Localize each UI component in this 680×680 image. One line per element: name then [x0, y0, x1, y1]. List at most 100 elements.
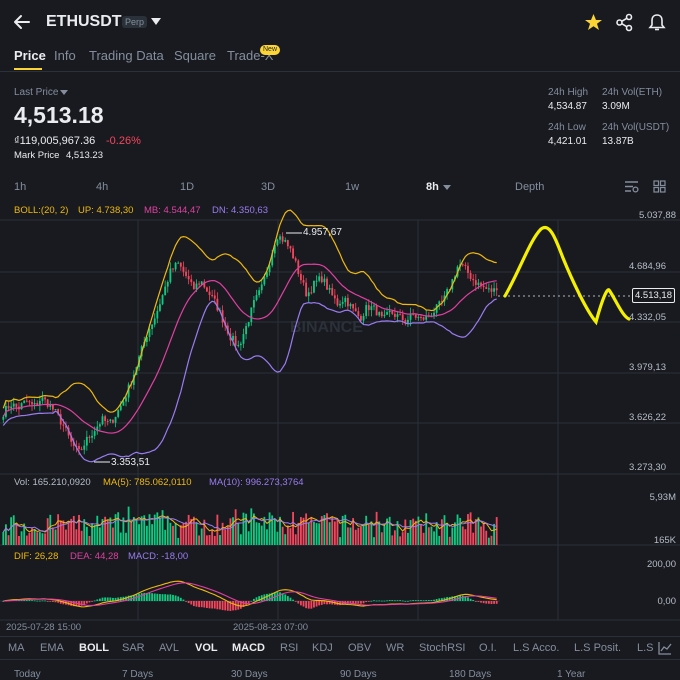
candle-body [407, 319, 409, 323]
timeframe-8h[interactable]: 8h [426, 181, 439, 193]
volume-bar [339, 537, 341, 545]
candle-body [166, 281, 169, 287]
candle-body [339, 303, 341, 306]
candle-body [237, 345, 240, 347]
indicator-chart-icon[interactable] [658, 641, 672, 655]
tab-info[interactable]: Info [54, 48, 76, 63]
macd-bar [299, 601, 302, 606]
timeframe-3d[interactable]: 3D [261, 181, 276, 193]
volume-bar [326, 513, 328, 545]
high-24h-value: 4,534.87 [548, 101, 587, 112]
period-7-days[interactable]: 7 Days [122, 669, 154, 680]
macd-bar [313, 601, 315, 608]
macd-bar [373, 600, 375, 602]
period-today[interactable]: Today [14, 669, 41, 680]
indicator-macd[interactable]: MACD [232, 642, 265, 654]
period-90-days[interactable]: 90 Days [340, 669, 377, 680]
macd-bar [38, 600, 41, 602]
candle-body [386, 312, 388, 315]
bell-icon[interactable] [648, 13, 666, 32]
indicator-ma[interactable]: MA [8, 642, 25, 654]
volume-bar [391, 535, 394, 545]
volume-bar [378, 521, 381, 545]
candle-body [472, 278, 475, 281]
indicator-ls-positions[interactable]: L.S Posit. [574, 642, 622, 654]
candle-body [289, 246, 292, 249]
timeframe-1d[interactable]: 1D [180, 181, 195, 193]
caret-down-icon[interactable] [60, 90, 68, 96]
macd-bar [393, 600, 396, 602]
timeframe-1h[interactable]: 1h [14, 181, 27, 193]
macd-legend-dea: DEA: 44,28 [70, 551, 119, 562]
tab-trading-data[interactable]: Trading Data [89, 48, 164, 63]
last-price-label[interactable]: Last Price [14, 87, 59, 98]
timeframe-caret-icon[interactable] [443, 185, 451, 191]
star-icon[interactable] [584, 13, 603, 32]
macd-bar [33, 600, 36, 602]
layout-grid-icon[interactable] [653, 180, 666, 193]
tab-square[interactable]: Square [174, 48, 216, 63]
candle-body [145, 337, 148, 342]
volume-bar [260, 525, 263, 545]
macd-bar [253, 598, 255, 601]
macd-bar [422, 600, 425, 602]
timeframe-4h[interactable]: 4h [96, 181, 109, 193]
volume-bar [221, 522, 224, 545]
macd-bar [112, 597, 114, 601]
indicator-ema[interactable]: EMA [40, 642, 64, 654]
macd-bar [208, 601, 211, 609]
chart-settings-icon[interactable] [624, 180, 639, 193]
candle-body [208, 291, 211, 295]
period-180-days[interactable]: 180 Days [449, 669, 492, 680]
macd-bar [360, 601, 362, 604]
indicator-boll[interactable]: BOLL [79, 642, 109, 654]
volume-bar [185, 521, 187, 545]
macd-bar [482, 601, 485, 604]
macd-bar [391, 600, 394, 601]
tab-price[interactable]: Price [14, 48, 46, 63]
candle-body [425, 315, 428, 320]
period-30-days[interactable]: 30 Days [231, 669, 268, 680]
indicator-wr[interactable]: WR [386, 642, 405, 654]
candle-body [112, 419, 114, 423]
indicator-ls-accounts[interactable]: L.S Acco. [513, 642, 560, 654]
volume-bar [67, 521, 70, 545]
indicator-stochrsi[interactable]: StochRSI [419, 642, 466, 654]
indicator-sar[interactable]: SAR [122, 642, 145, 654]
volume-bar [433, 531, 435, 545]
share-icon[interactable] [615, 13, 634, 32]
tab-depth[interactable]: Depth [515, 181, 545, 193]
indicator-avl[interactable]: AVL [159, 642, 179, 654]
symbol-dropdown-icon[interactable] [150, 17, 162, 27]
indicator-ls[interactable]: L.S [637, 642, 654, 654]
candle-body [156, 310, 159, 319]
indicator-oi[interactable]: O.I. [479, 642, 497, 654]
volume-bar [127, 506, 130, 545]
macd-bar [396, 600, 399, 602]
macd-bar [41, 600, 44, 602]
volume-bar [333, 521, 336, 545]
indicator-vol[interactable]: VOL [195, 642, 218, 654]
candle-body [433, 312, 435, 317]
volume-bar [125, 532, 127, 545]
candle-body [174, 262, 177, 270]
price-chart[interactable]: BINANCE [0, 0, 680, 640]
volume-bar [276, 531, 279, 545]
candle-body [307, 292, 310, 297]
price-axis-label: 5.037,88 [639, 210, 676, 221]
period-1-year[interactable]: 1 Year [557, 669, 586, 680]
candle-body [213, 295, 216, 299]
indicator-obv[interactable]: OBV [348, 642, 372, 654]
volume-bar [472, 532, 475, 545]
volume-bar [490, 535, 493, 545]
volume-bar [164, 529, 167, 545]
candle-body [480, 282, 482, 286]
indicator-rsi[interactable]: RSI [280, 642, 299, 654]
macd-bar [375, 600, 378, 602]
back-arrow-icon[interactable] [12, 12, 32, 32]
indicator-kdj[interactable]: KDJ [312, 642, 333, 654]
volume-bar [266, 529, 268, 545]
timeframe-1w[interactable]: 1w [345, 181, 360, 193]
symbol-title[interactable]: ETHUSDT [46, 13, 122, 30]
macd-bar [284, 594, 287, 601]
